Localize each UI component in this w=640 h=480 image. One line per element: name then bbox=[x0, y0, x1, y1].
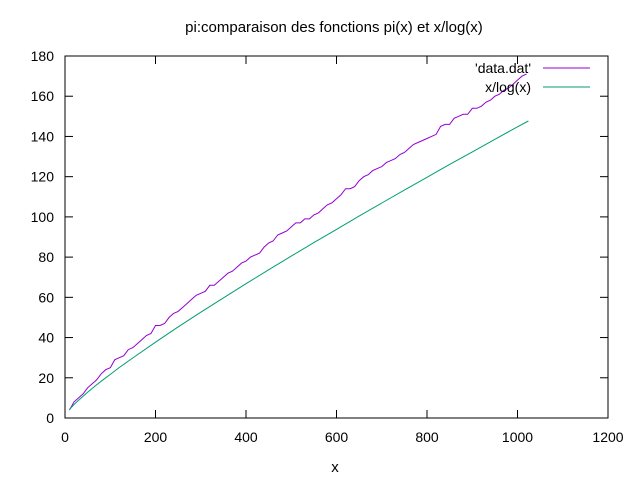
y-tick-label: 80 bbox=[38, 249, 54, 265]
y-tick-label: 60 bbox=[38, 289, 54, 305]
y-tick-label: 0 bbox=[46, 410, 54, 426]
legend-label-1: 'data.dat' bbox=[475, 60, 531, 76]
x-tick-label: 800 bbox=[415, 429, 439, 445]
plot-frame bbox=[64, 55, 609, 419]
legend-label-2: x/log(x) bbox=[485, 79, 531, 95]
y-tick-labels: 0 20 40 60 80 100 120 140 160 180 bbox=[31, 48, 55, 426]
x-tick-label: 1200 bbox=[592, 429, 623, 445]
y-tick-label: 40 bbox=[38, 330, 54, 346]
x-tick-label: 200 bbox=[144, 429, 168, 445]
y-tick-label: 140 bbox=[31, 128, 55, 144]
y-tick-label: 120 bbox=[31, 169, 55, 185]
x-tick-label: 600 bbox=[325, 429, 349, 445]
legend: 'data.dat' x/log(x) bbox=[475, 60, 590, 95]
x-axis-label: x bbox=[331, 459, 339, 476]
y-tick-label: 20 bbox=[38, 370, 54, 386]
x-tick-label: 400 bbox=[234, 429, 258, 445]
x-tick-label: 0 bbox=[61, 429, 69, 445]
x-tick-labels: 0 200 400 600 800 1000 1200 bbox=[61, 429, 624, 445]
y-tick-label: 180 bbox=[31, 48, 55, 64]
y-tick-label: 160 bbox=[31, 88, 55, 104]
series-line-1 bbox=[69, 73, 527, 411]
chart-title: pi:comparaison des fonctions pi(x) et x/… bbox=[185, 19, 483, 36]
plot-series bbox=[69, 73, 529, 411]
y-tick-label: 100 bbox=[31, 209, 55, 225]
tick-marks bbox=[64, 55, 609, 419]
x-tick-label: 1000 bbox=[502, 429, 533, 445]
series-line-2 bbox=[69, 120, 529, 410]
